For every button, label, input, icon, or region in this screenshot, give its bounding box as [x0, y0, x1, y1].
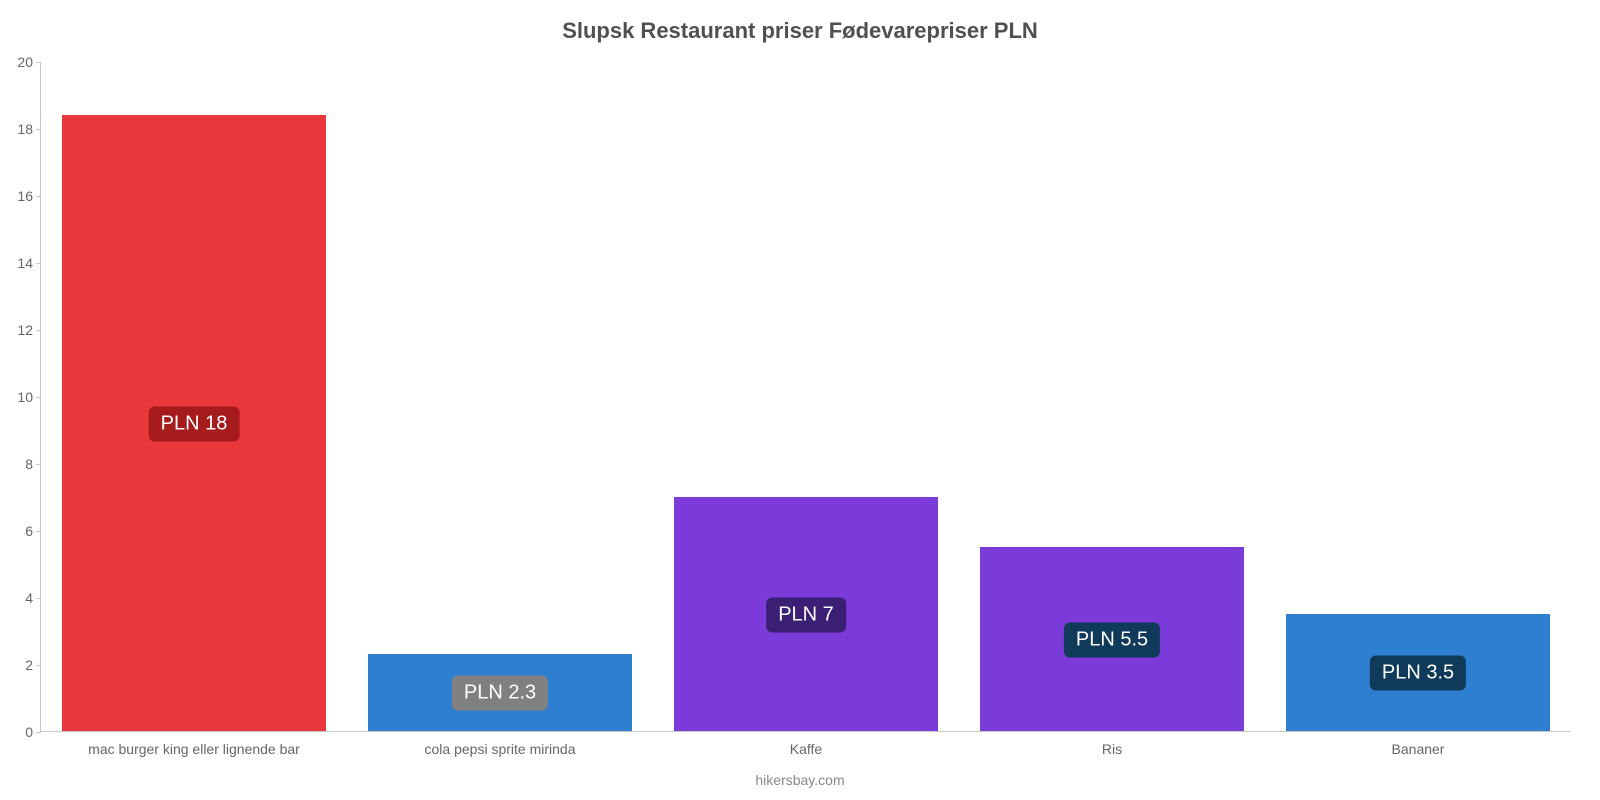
y-axis-tick-mark: [36, 196, 41, 197]
y-axis-tick-mark: [36, 62, 41, 63]
x-axis-tick-label: Ris: [1102, 731, 1122, 757]
bar-value-label: PLN 18: [149, 406, 240, 441]
x-axis-tick-label: cola pepsi sprite mirinda: [425, 731, 576, 757]
y-axis-tick-mark: [36, 598, 41, 599]
bar-value-label: PLN 7: [766, 597, 846, 632]
x-axis-tick-label: Kaffe: [790, 731, 822, 757]
y-axis-tick-mark: [36, 464, 41, 465]
chart-title: Slupsk Restaurant priser Fødevarepriser …: [0, 18, 1600, 44]
y-axis-tick-mark: [36, 732, 41, 733]
x-axis-tick-label: Bananer: [1392, 731, 1445, 757]
y-axis-tick-mark: [36, 330, 41, 331]
bar-value-label: PLN 2.3: [452, 676, 548, 711]
x-axis-tick-label: mac burger king eller lignende bar: [88, 731, 300, 757]
bar-value-label: PLN 3.5: [1370, 656, 1466, 691]
chart-footer: hikersbay.com: [0, 772, 1600, 788]
y-axis-tick-mark: [36, 397, 41, 398]
plot-area: 02468101214161820PLN 18mac burger king e…: [40, 62, 1570, 732]
chart-container: Slupsk Restaurant priser Fødevarepriser …: [0, 0, 1600, 800]
bar-value-label: PLN 5.5: [1064, 622, 1160, 657]
y-axis-tick-mark: [36, 129, 41, 130]
y-axis-tick-mark: [36, 263, 41, 264]
y-axis-tick-mark: [36, 531, 41, 532]
y-axis-tick-mark: [36, 665, 41, 666]
